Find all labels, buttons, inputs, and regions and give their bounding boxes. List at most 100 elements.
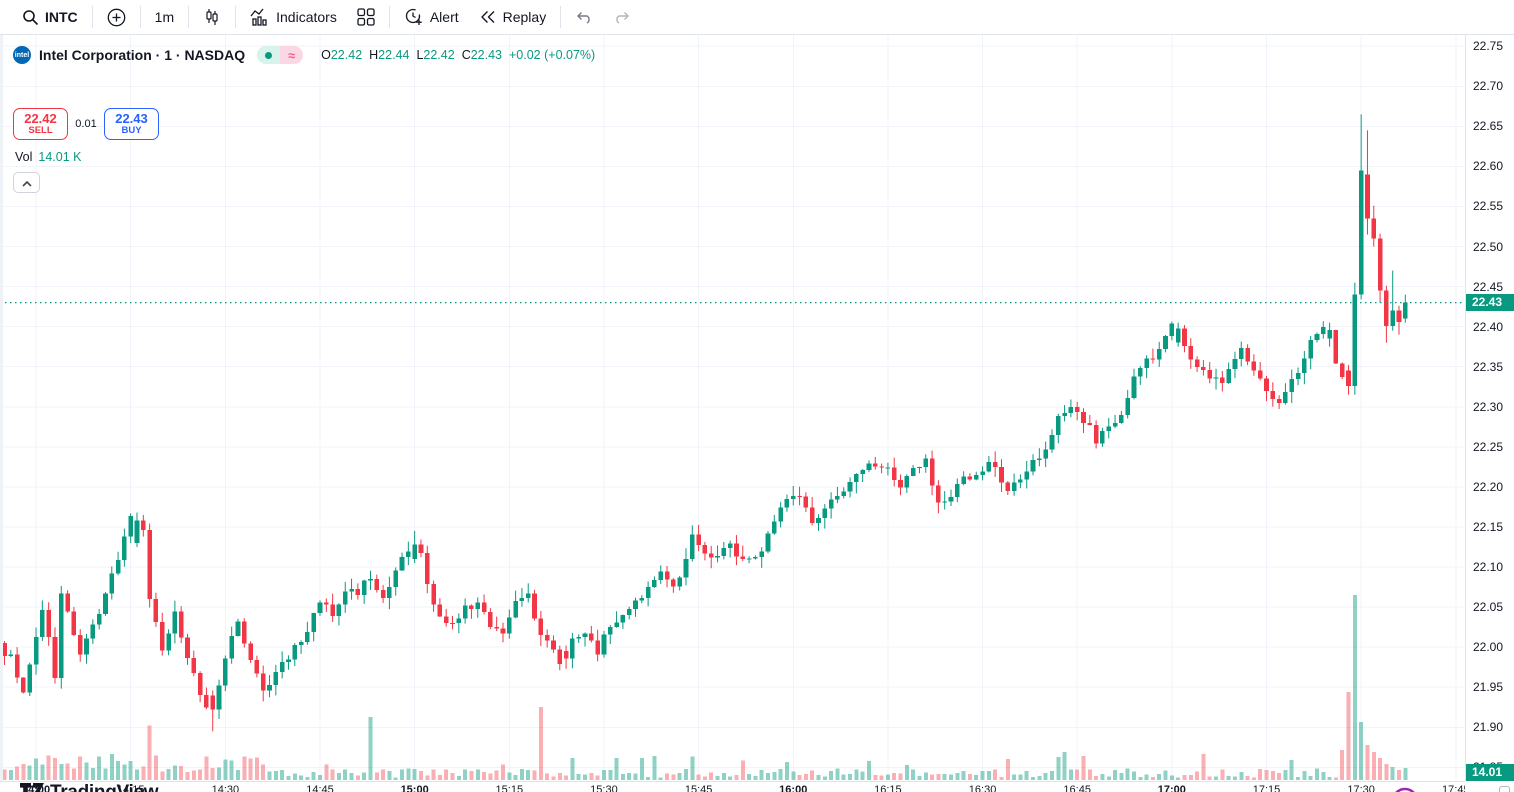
timezone-settings-icon[interactable]	[1499, 786, 1510, 792]
tradingview-logo-icon	[20, 780, 45, 792]
boost-button[interactable]	[1384, 784, 1422, 792]
time-tick-label: 16:15	[874, 784, 902, 792]
time-tick-label: 17:15	[1252, 784, 1281, 792]
price-tick-label: 22.35	[1473, 359, 1504, 374]
price-tick-label: 22.40	[1473, 319, 1504, 334]
symbol-title[interactable]: Intel Corporation · 1 · NASDAQ	[39, 47, 246, 63]
low-value: 22.42	[423, 48, 455, 62]
toolbar-divider	[91, 6, 93, 28]
toolbar-divider	[188, 6, 190, 28]
price-tick-label: 22.70	[1473, 79, 1504, 94]
alert-button[interactable]: Alert	[394, 3, 469, 31]
compare-add-button[interactable]	[97, 3, 136, 31]
price-tick-label: 22.45	[1473, 279, 1504, 294]
alert-label: Alert	[429, 9, 459, 25]
replay-label: Replay	[502, 9, 547, 25]
open-value: 22.42	[330, 48, 363, 62]
indicators-label: Indicators	[276, 9, 337, 25]
chevron-up-icon	[21, 174, 32, 192]
buy-label: BUY	[121, 125, 142, 137]
high-label: H	[369, 48, 379, 62]
sell-button[interactable]: 22.42 SELL	[13, 108, 68, 140]
time-tick-label: 15:30	[590, 784, 618, 792]
price-axis[interactable]: 21.8521.9021.9522.0022.0522.1022.1522.20…	[1465, 35, 1514, 792]
search-icon	[22, 9, 39, 26]
sell-price: 22.42	[24, 111, 57, 126]
collapse-pane-button[interactable]	[13, 172, 40, 193]
spread-value: 0.01	[75, 118, 97, 130]
market-open-dot-icon	[257, 46, 281, 64]
undo-button[interactable]	[565, 3, 603, 31]
last-price-tag[interactable]: 22.43	[1466, 294, 1514, 312]
chart-pane: intel Intel Corporation · 1 · NASDAQ ≈ O…	[0, 35, 1465, 792]
price-tick-label: 22.50	[1473, 239, 1504, 254]
price-tick-label: 22.05	[1473, 600, 1504, 615]
left-toolbar-edge	[0, 35, 3, 792]
plus-circle-icon	[107, 8, 126, 27]
time-tick-label: 14:30	[211, 784, 240, 792]
price-tick-label: 22.75	[1473, 39, 1504, 54]
sell-label: SELL	[28, 125, 53, 137]
indicators-icon	[250, 8, 270, 26]
delayed-data-icon: ≈	[280, 46, 304, 64]
tradingview-watermark[interactable]: TradingView	[20, 780, 159, 792]
time-tick-label: 15:00	[400, 784, 429, 792]
ohlc-values: O22.42 H22.44 L22.42 C22.43 +0.02 (+0.07…	[321, 48, 595, 62]
buy-price: 22.43	[115, 111, 148, 126]
tradingview-brand-text: TradingView	[50, 781, 159, 792]
volume-label: Vol	[15, 150, 33, 164]
open-label: O	[321, 48, 331, 62]
high-value: 22.44	[378, 48, 410, 62]
toolbar-divider	[560, 6, 562, 28]
change-value: +0.02 (+0.07%)	[509, 48, 596, 62]
volume-axis-tag: 14.01 K	[1466, 764, 1514, 792]
toolbar-divider	[388, 6, 390, 28]
price-tick-label: 22.10	[1473, 560, 1504, 575]
interval-button[interactable]: 1m	[145, 3, 184, 31]
price-tick-label: 21.90	[1473, 720, 1504, 735]
time-tick-label: 14:45	[306, 784, 334, 792]
layout-grid-button[interactable]	[347, 3, 385, 31]
redo-button[interactable]	[603, 3, 641, 31]
time-axis[interactable]: 14:00 14:15 14:30 14:45 15:00 15:15 15:30 15:45…	[0, 781, 1465, 792]
toolbar-divider	[235, 6, 237, 28]
time-tick-label: 16:30	[968, 784, 997, 792]
low-label: L	[416, 48, 424, 62]
price-tick-label: 22.30	[1473, 399, 1504, 414]
market-status-badge[interactable]: ≈	[257, 46, 304, 64]
price-tick-label: 22.15	[1473, 519, 1504, 534]
price-tick-label: 22.20	[1473, 479, 1504, 494]
candlestick-style-icon	[203, 8, 221, 26]
replay-icon	[479, 9, 497, 25]
time-tick-label: 16:45	[1063, 784, 1091, 792]
trade-panel: 22.42 SELL 0.01 22.43 BUY	[13, 108, 159, 140]
symbol-legend: intel Intel Corporation · 1 · NASDAQ ≈ O…	[13, 46, 595, 64]
symbol-name: INTC	[45, 9, 78, 25]
chart-style-button[interactable]	[193, 3, 231, 31]
time-tick-label: 17:00	[1157, 784, 1186, 792]
volume-value: 14.01 K	[38, 150, 82, 164]
price-tick-label: 21.95	[1473, 680, 1504, 695]
replay-button[interactable]: Replay	[469, 3, 557, 31]
time-tick-label: 17:45	[1442, 784, 1465, 792]
indicators-button[interactable]: Indicators	[240, 3, 347, 31]
time-tick-label: 14:15	[116, 784, 145, 792]
price-tick-label: 22.00	[1473, 640, 1504, 655]
close-value: 22.43	[470, 48, 502, 62]
undo-icon	[575, 10, 593, 24]
time-tick-label: 16:00	[779, 784, 808, 792]
layout-grid-icon	[357, 8, 375, 26]
close-label: C	[461, 48, 471, 62]
symbol-search-button[interactable]: INTC	[12, 3, 88, 31]
buy-button[interactable]: 22.43 BUY	[104, 108, 159, 140]
volume-legend: Vol 14.01 K	[15, 150, 81, 164]
candlestick-chart[interactable]	[0, 35, 1465, 781]
redo-icon	[613, 10, 631, 24]
time-tick-label: 17:30	[1347, 784, 1375, 792]
time-tick-label: 15:15	[495, 784, 524, 792]
intel-logo: intel	[13, 46, 31, 64]
price-tick-label: 22.55	[1473, 199, 1504, 214]
price-tick-label: 22.25	[1473, 439, 1504, 454]
toolbar-divider	[139, 6, 141, 28]
